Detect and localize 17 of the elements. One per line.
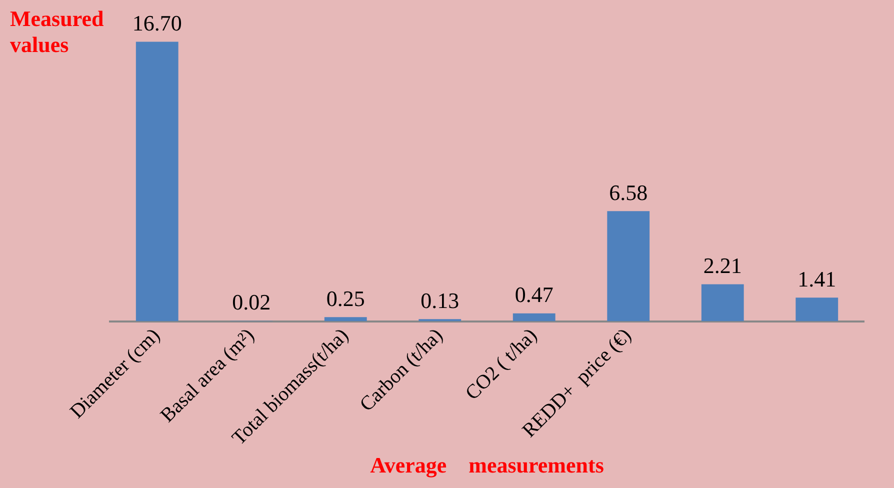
data-label: 0.02 — [232, 290, 271, 315]
bar — [701, 284, 744, 322]
bar — [136, 42, 178, 322]
y-axis-title: Measured values — [10, 6, 105, 58]
x-tick-label: CO2 ( t/ha) — [461, 324, 542, 404]
data-label: 6.58 — [609, 180, 648, 205]
bar — [607, 211, 650, 322]
data-label: 0.25 — [326, 286, 365, 311]
bar — [796, 298, 838, 322]
data-label: 16.70 — [132, 10, 182, 36]
x-axis-title: Average measurements — [370, 452, 604, 478]
bar — [324, 317, 367, 322]
data-label: 1.41 — [798, 266, 836, 292]
data-label: 0.13 — [420, 288, 460, 313]
data-label: 2.21 — [703, 253, 742, 278]
data-label: 0.47 — [514, 282, 554, 308]
bar — [512, 313, 556, 322]
